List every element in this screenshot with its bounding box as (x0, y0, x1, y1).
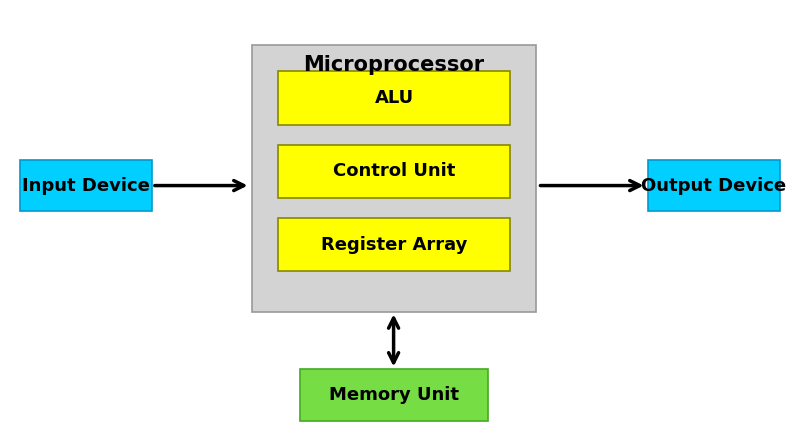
FancyBboxPatch shape (278, 145, 510, 198)
FancyBboxPatch shape (252, 44, 536, 312)
FancyBboxPatch shape (20, 160, 152, 211)
Text: Register Array: Register Array (322, 236, 467, 254)
FancyBboxPatch shape (278, 71, 510, 125)
Text: Input Device: Input Device (22, 177, 150, 195)
Text: Output Device: Output Device (642, 177, 786, 195)
Text: Memory Unit: Memory Unit (329, 386, 459, 404)
Text: ALU: ALU (375, 89, 414, 107)
FancyBboxPatch shape (278, 218, 510, 271)
Text: Microprocessor: Microprocessor (303, 55, 485, 74)
FancyBboxPatch shape (300, 369, 488, 421)
Text: Control Unit: Control Unit (334, 162, 455, 180)
FancyBboxPatch shape (648, 160, 780, 211)
